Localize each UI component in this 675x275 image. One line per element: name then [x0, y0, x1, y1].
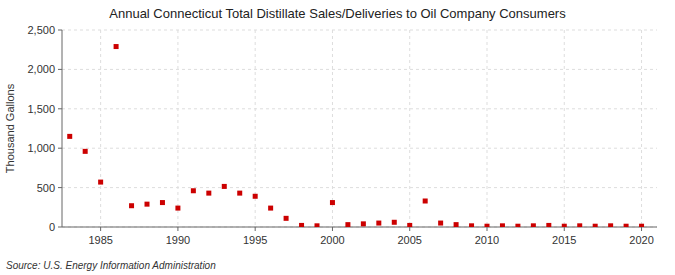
point [83, 149, 88, 154]
y-tick [58, 148, 62, 149]
point [345, 222, 350, 227]
point [361, 221, 366, 226]
point [237, 191, 242, 196]
point [438, 221, 443, 226]
point [454, 222, 459, 227]
point [376, 221, 381, 226]
point [562, 224, 567, 227]
point [315, 223, 320, 227]
point [67, 134, 72, 139]
y-grid-line [62, 30, 657, 31]
y-tick [58, 30, 62, 31]
y-tick [58, 187, 62, 188]
y-tick-label: 1,500 [27, 103, 55, 115]
point [191, 188, 196, 193]
chart-container: Annual Connecticut Total Distillate Sale… [0, 0, 675, 275]
point [531, 223, 536, 227]
y-axis-label: Thousand Gallons [4, 83, 16, 173]
x-tick [100, 227, 101, 231]
x-tick [641, 227, 642, 231]
x-tick-label: 1990 [166, 234, 190, 246]
point [145, 202, 150, 207]
point [485, 224, 490, 227]
x-tick [564, 227, 565, 231]
y-grid-line [62, 108, 657, 109]
x-tick [332, 227, 333, 231]
grid [62, 30, 657, 227]
y-tick-label: 1,000 [27, 142, 55, 154]
x-tick [255, 227, 256, 231]
x-tick [487, 227, 488, 231]
point [593, 224, 598, 227]
point [284, 216, 289, 221]
point [268, 206, 273, 211]
y-tick [58, 227, 62, 228]
x-tick-label: 2000 [320, 234, 344, 246]
point [114, 44, 119, 49]
point [392, 220, 397, 225]
point [175, 206, 180, 211]
point [624, 224, 629, 227]
point [330, 200, 335, 205]
y-axis-line [62, 30, 63, 227]
point [407, 223, 412, 227]
x-grid-line [177, 30, 178, 227]
point [160, 200, 165, 205]
x-tick-label: 1985 [88, 234, 112, 246]
y-grid-line [62, 187, 657, 188]
y-tick-label: 0 [49, 221, 55, 233]
point [639, 224, 644, 227]
point [206, 191, 211, 196]
source-note: Source: U.S. Energy Information Administ… [6, 260, 216, 271]
title: Annual Connecticut Total Distillate Sale… [109, 6, 566, 21]
y-tick-label: 2,000 [27, 63, 55, 75]
x-grid-line [564, 30, 565, 227]
point [423, 198, 428, 203]
y-tick [58, 69, 62, 70]
point [577, 223, 582, 227]
point [500, 223, 505, 227]
x-tick-label: 1995 [243, 234, 267, 246]
y-grid-line [62, 148, 657, 149]
axes: 0 500 1,000 1,500 2,000 2,500 1985 1990 1995 2000… [27, 24, 657, 246]
x-grid-line [487, 30, 488, 227]
data-points [67, 44, 644, 227]
x-grid-line [641, 30, 642, 227]
y-tick [58, 108, 62, 109]
point [129, 203, 134, 208]
x-grid-line [100, 30, 101, 227]
point [546, 223, 551, 227]
point [253, 194, 258, 199]
y-tick-label: 2,500 [27, 24, 55, 36]
y-tick-label: 500 [37, 182, 55, 194]
point [515, 224, 520, 227]
point [469, 223, 474, 227]
x-tick-label: 2010 [475, 234, 499, 246]
point [222, 184, 227, 189]
point [608, 223, 613, 227]
chart-svg: Annual Connecticut Total Distillate Sale… [0, 0, 675, 275]
x-tick-label: 2020 [629, 234, 653, 246]
point [299, 223, 304, 227]
y-grid-line [62, 69, 657, 70]
point [98, 180, 103, 185]
x-grid-line [409, 30, 410, 227]
x-tick [409, 227, 410, 231]
x-tick-label: 2015 [552, 234, 576, 246]
x-grid-line [332, 30, 333, 227]
x-tick-label: 2005 [397, 234, 421, 246]
x-tick [177, 227, 178, 231]
y-grid-line [62, 227, 657, 228]
x-axis-line [62, 227, 657, 228]
